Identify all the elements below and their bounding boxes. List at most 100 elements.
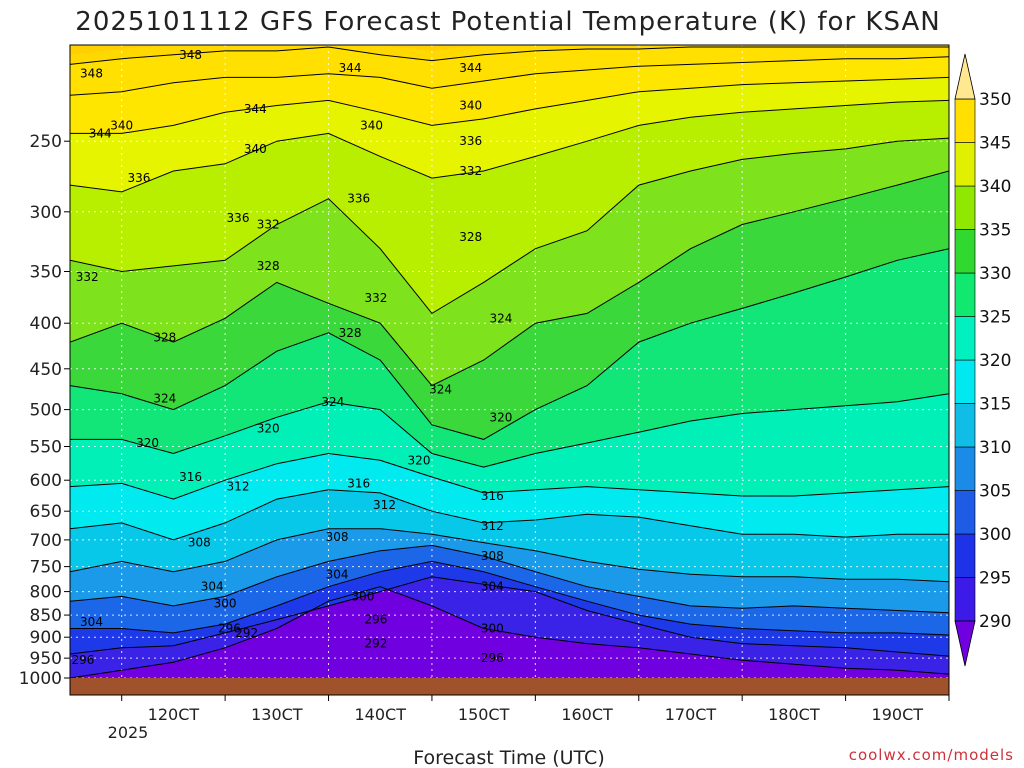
colorbar: 290 295 300 305 310 315 320 325 330 335 340 345 350 [954,53,1011,667]
x-tick-label: 120CT [148,705,200,724]
colorbar-swatch [954,577,976,622]
contour-label: 316 [347,476,370,490]
contour-lines [70,46,949,678]
contour-label: 316 [481,489,504,503]
contour-label: 344 [459,61,482,75]
contour-line-336 [70,99,949,193]
fill-band [70,45,949,96]
colorbar-label: 290 [979,612,1011,632]
fill-band [70,45,949,55]
contour-label: 336 [347,192,370,206]
colorbar-label: 295 [979,569,1011,589]
contour-label: 340 [459,99,482,113]
colorbar-max-arrow [954,53,976,100]
y-tick-label: 700 [30,531,62,551]
contour-label: 320 [489,410,512,424]
contour-label: 316 [179,470,202,484]
y-tick-label: 900 [30,628,62,648]
contour-label: 320 [136,436,159,450]
y-tick-label: 600 [30,471,62,491]
contour-label: 296 [71,653,94,667]
colorbar-label: 335 [979,221,1011,241]
y-tick-label: 450 [30,360,62,380]
y-tick-label: 400 [30,314,62,334]
contour-label: 328 [257,259,280,273]
contour-label: 328 [339,326,362,340]
colorbar-swatch [954,272,976,317]
colorbar-swatch [954,142,976,187]
contour-label: 296 [481,651,504,665]
colorbar-swatch [954,316,976,361]
contour-label: 344 [339,61,362,75]
x-tick-label: 130CT [251,705,303,724]
x-tick-sublabel: 2025 [108,723,149,742]
y-tick-label: 800 [30,583,62,603]
contour-label: 304 [201,580,224,594]
contour-label: 336 [127,171,150,185]
contour-label: 300 [481,622,504,636]
contour-label: 324 [321,395,344,409]
colorbar-swatch [954,446,976,491]
contour-label: 300 [352,589,375,603]
contour-label: 332 [257,218,280,232]
contour-line-328 [70,170,949,387]
y-tick-label: 250 [30,132,62,152]
contour-label: 308 [481,549,504,563]
colorbar-label: 325 [979,308,1011,328]
x-tick-label: 190CT [872,705,924,724]
ground-strip [70,678,949,695]
contour-line-312 [70,489,949,541]
contour-label: 304 [80,615,103,629]
contour-label: 344 [89,126,112,140]
contour-label: 320 [257,422,280,436]
y-tick-label: 650 [30,502,62,522]
colorbar-label: 340 [979,177,1011,197]
contour-label: 296 [364,613,387,627]
contour-label: 348 [80,67,103,81]
y-tick-label: 500 [30,401,62,421]
contour-line-300 [70,560,949,636]
contour-label: 328 [459,230,482,244]
contour-label: 304 [481,580,504,594]
contour-line-344 [70,56,949,96]
contour-label: 320 [408,453,431,467]
colorbar-swatch [954,490,976,535]
contour-label: 292 [235,626,258,640]
contour-label: 332 [364,291,387,305]
colorbar-label: 300 [979,525,1011,545]
contour-label: 340 [360,118,383,132]
credit-text: coolwx.com/models [849,746,1014,764]
colorbar-label: 305 [979,482,1011,502]
x-tick-label: 170CT [665,705,717,724]
x-axis-ticks: 120CT 130CT 140CT 150CT 160CT 170CT 180CT 190CT [121,695,950,724]
contour-label: 304 [326,567,349,581]
y-tick-label: 950 [30,649,62,669]
y-tick-label: 300 [30,203,62,223]
x-tick-label: 160CT [561,705,613,724]
contour-labels: 3483443403363323283243203163123083043043… [71,48,512,667]
x-tick-label: 180CT [768,705,820,724]
contour-label: 324 [489,311,512,325]
colorbar-swatch [954,403,976,448]
contour-line-324 [70,248,949,440]
contour-line-316 [70,452,949,500]
x-axis-label: Forecast Time (UTC) [413,747,604,768]
contour-label: 312 [373,498,396,512]
contour-label: 292 [364,637,387,651]
y-tick-label: 850 [30,606,62,626]
contour-label: 332 [459,164,482,178]
y-tick-label: 550 [30,438,62,458]
colorbar-min-arrow [954,620,976,667]
colorbar-label: 350 [979,90,1011,110]
colorbar-label: 320 [979,351,1011,371]
colorbar-label: 330 [979,264,1011,284]
contour-label: 308 [188,536,211,550]
colorbar-swatch [954,185,976,230]
colorbar-label: 315 [979,395,1011,415]
contour-label: 300 [214,597,237,611]
contour-line-340 [70,76,949,134]
contour-line-292 [70,586,949,678]
colorbar-swatch [954,533,976,578]
contour-label: 340 [110,118,133,132]
